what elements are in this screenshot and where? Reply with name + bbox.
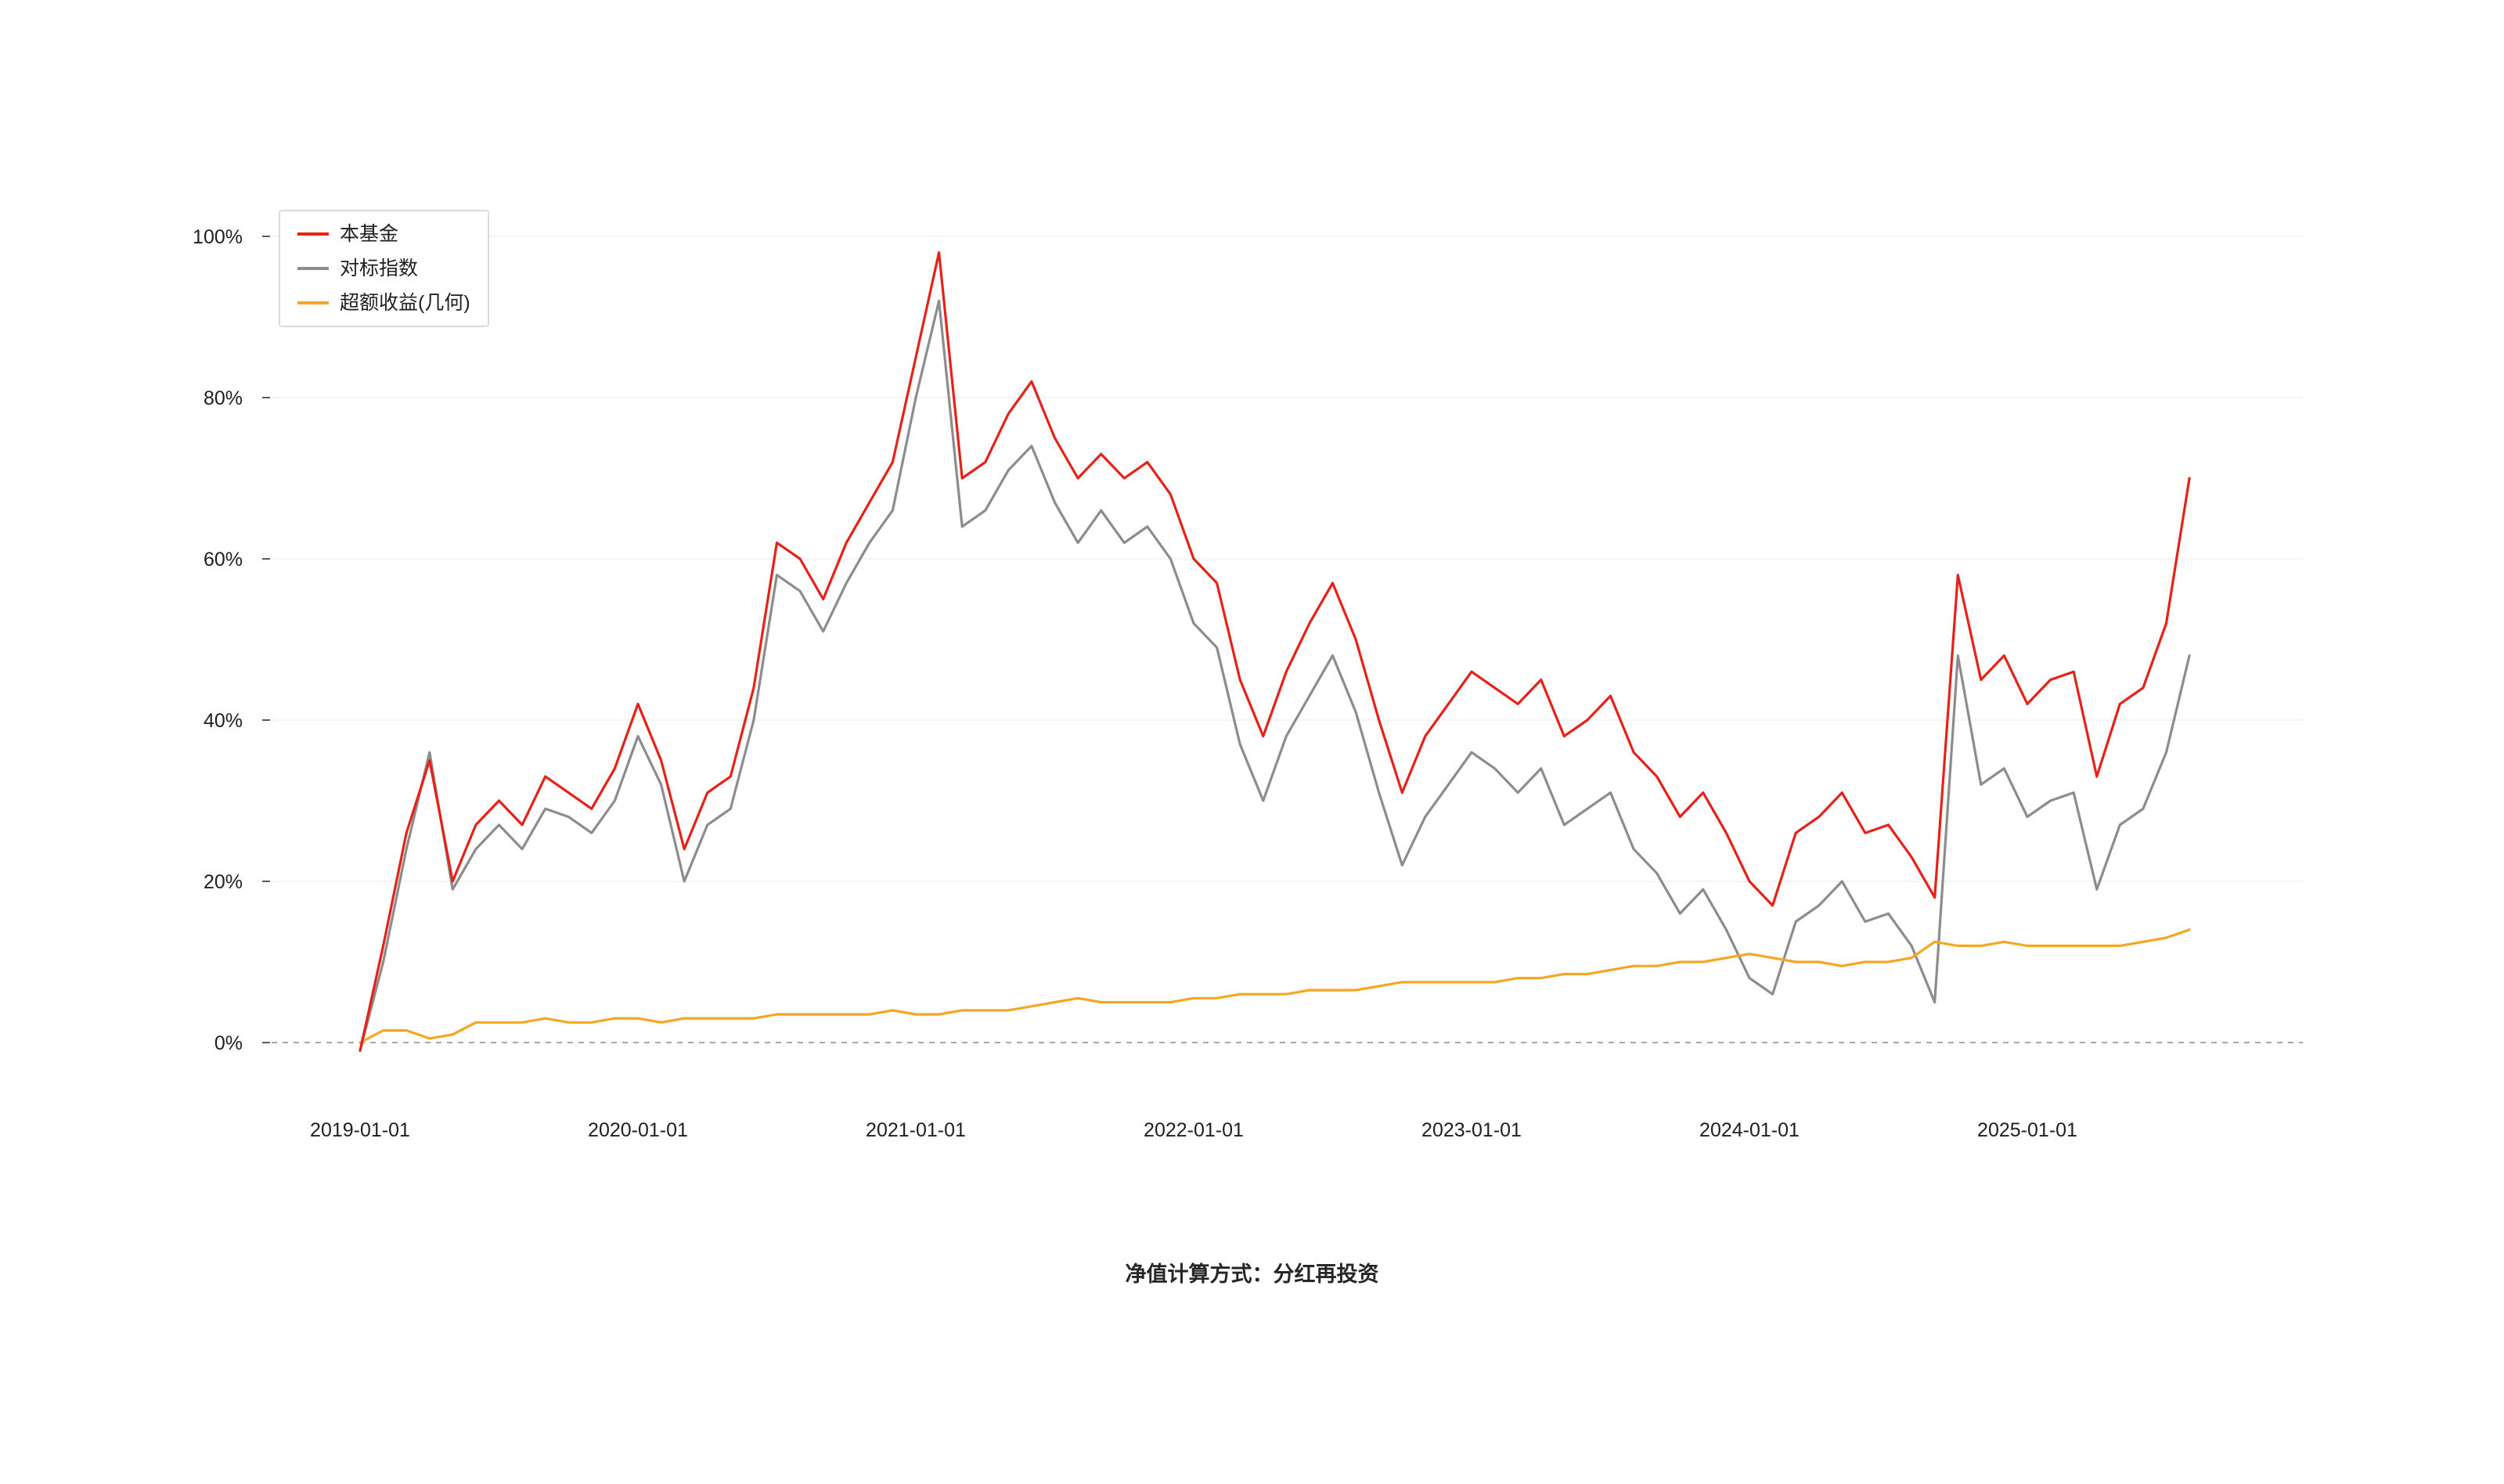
- legend-label-excess-return: 超额收益(几何): [340, 292, 470, 314]
- series-line-fund: [358, 251, 2191, 1052]
- calculation-method-note: 净值计算方式：分红再投资: [1125, 1262, 1379, 1286]
- excess-return-line-swatch: [297, 301, 329, 304]
- x-axis-tick-label: 2024-01-01: [1699, 1119, 1800, 1141]
- y-axis-tick-label: 40%: [204, 710, 243, 732]
- legend-item-fund: 本基金: [297, 222, 470, 246]
- fund-line-swatch: [297, 232, 329, 236]
- x-axis-tick-label: 2023-01-01: [1421, 1119, 1522, 1141]
- legend-label-fund: 本基金: [340, 223, 399, 245]
- y-axis-tick-label: 80%: [204, 387, 243, 409]
- x-axis-tick-label: 2025-01-01: [1977, 1119, 2077, 1141]
- series-line-benchmark: [358, 299, 2191, 1052]
- y-axis-tick-label: 100%: [193, 226, 243, 248]
- y-axis-tick-label: 20%: [204, 871, 243, 893]
- x-axis-tick-label: 2019-01-01: [310, 1119, 410, 1141]
- x-axis-tick-label: 2022-01-01: [1144, 1119, 1244, 1141]
- y-axis-tick-label: 0%: [214, 1032, 243, 1054]
- benchmark-line-swatch: [297, 267, 329, 270]
- y-axis-tick-label: 60%: [204, 549, 243, 571]
- legend-label-benchmark: 对标指数: [340, 258, 419, 279]
- x-axis-tick-label: 2021-01-01: [866, 1119, 966, 1141]
- x-axis-tick-label: 2020-01-01: [588, 1119, 688, 1141]
- series-line-excess-return: [358, 928, 2191, 1044]
- chart-legend: 本基金 对标指数 超额收益(几何): [279, 210, 489, 327]
- legend-item-benchmark: 对标指数: [297, 257, 470, 280]
- legend-item-excess-return: 超额收益(几何): [297, 291, 470, 315]
